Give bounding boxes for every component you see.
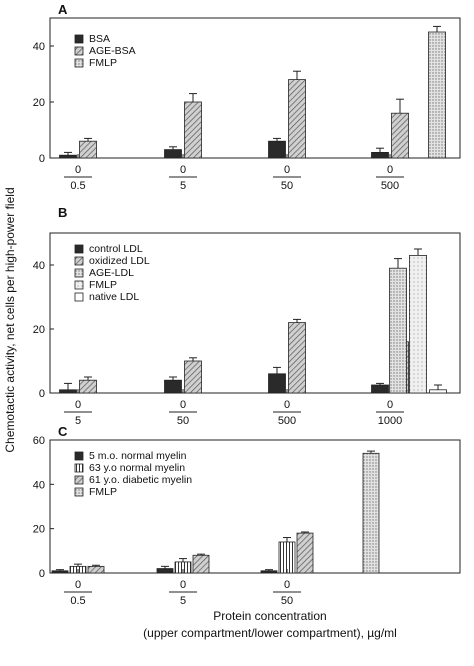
x-tick-lower: 50 <box>281 180 293 192</box>
x-tick-lower: 500 <box>278 415 296 427</box>
bar <box>429 389 447 394</box>
legend-label: BSA <box>89 33 110 45</box>
plot-frame <box>49 439 461 574</box>
x-tick-upper: 0 <box>284 399 290 411</box>
bar <box>164 379 182 394</box>
legend-label: 61 y.o. diabetic myelin <box>89 474 192 486</box>
bar <box>87 565 105 574</box>
legend-swatch <box>74 475 84 485</box>
y-tick-label: 20 <box>33 97 45 109</box>
bar <box>260 570 278 574</box>
bar <box>79 379 97 394</box>
x-tick-lower: 5 <box>75 415 81 427</box>
bar <box>389 267 407 394</box>
bar <box>184 360 202 394</box>
legend-label: control LDL <box>89 243 143 255</box>
bar <box>164 149 182 159</box>
x-tick-upper: 0 <box>180 579 186 591</box>
legend-label: 63 y.o normal myelin <box>89 462 185 474</box>
y-axis-label: Chemotactic activity, net cells per high… <box>3 187 17 452</box>
bar <box>79 140 97 159</box>
panel-letter: B <box>58 205 67 220</box>
x-axis-label-units: (upper compartment/lower compartment), µ… <box>143 626 397 640</box>
bar <box>296 532 314 574</box>
x-tick-upper: 0 <box>387 164 393 176</box>
x-tick-lower: 500 <box>381 180 399 192</box>
x-tick-lower: 0.5 <box>70 180 85 192</box>
x-tick-lower: 5 <box>180 180 186 192</box>
bar <box>278 541 296 574</box>
legend-label: AGE-LDL <box>89 267 134 279</box>
legend-label: native LDL <box>89 291 139 303</box>
bar <box>51 570 69 574</box>
legend-swatch <box>74 487 84 497</box>
x-tick-lower: 50 <box>177 415 189 427</box>
x-tick-upper: 0 <box>75 579 81 591</box>
x-tick-lower: 0.5 <box>70 595 85 607</box>
y-tick-label: 0 <box>39 568 45 580</box>
x-tick-upper: 0 <box>75 399 81 411</box>
legend-label: AGE-BSA <box>89 45 136 57</box>
bar <box>59 154 77 159</box>
x-tick-lower: 5 <box>180 595 186 607</box>
bar <box>184 101 202 159</box>
legend-label: FMLP <box>89 57 117 69</box>
bar <box>371 384 389 394</box>
y-tick-label: 0 <box>39 153 45 165</box>
y-tick-label: 20 <box>33 324 45 336</box>
x-tick-upper: 0 <box>284 579 290 591</box>
legend-swatch <box>74 256 84 266</box>
legend-swatch <box>74 58 84 68</box>
plot-frame <box>49 232 461 394</box>
bar <box>391 112 409 159</box>
legend-swatch <box>74 34 84 44</box>
panel-letter: A <box>58 2 68 17</box>
y-tick-label: 40 <box>33 41 45 53</box>
legend-swatch <box>74 451 84 461</box>
bar <box>268 373 286 394</box>
y-tick-label: 20 <box>33 524 45 536</box>
x-tick-upper: 0 <box>387 399 393 411</box>
legend-label: 5 m.o. normal myelin <box>89 450 187 462</box>
x-tick-lower: 50 <box>281 595 293 607</box>
y-tick-label: 60 <box>33 435 45 447</box>
legend-label: FMLP <box>89 486 117 498</box>
bar <box>192 554 210 574</box>
legend-swatch <box>74 280 84 290</box>
y-tick-label: 0 <box>39 388 45 400</box>
bar <box>59 389 77 394</box>
bar <box>156 568 174 574</box>
legend-swatch <box>74 46 84 56</box>
legend-swatch <box>74 463 84 473</box>
y-tick-label: 40 <box>33 260 45 272</box>
legend-swatch <box>74 292 84 302</box>
plot-frame <box>49 17 461 159</box>
bar <box>268 140 286 159</box>
legend-swatch <box>74 244 84 254</box>
x-tick-upper: 0 <box>75 164 81 176</box>
x-axis-label: Protein concentration <box>213 609 326 623</box>
bar <box>362 452 380 574</box>
legend-label: FMLP <box>89 279 117 291</box>
legend-swatch <box>74 268 84 278</box>
x-tick-upper: 0 <box>180 164 186 176</box>
bar <box>371 151 389 159</box>
legend-label: oxidized LDL <box>89 255 150 267</box>
bar <box>288 322 306 394</box>
x-tick-lower: 1000 <box>378 415 402 427</box>
bar <box>288 79 306 159</box>
panel-letter: C <box>58 424 68 439</box>
bar <box>428 31 446 159</box>
x-tick-upper: 0 <box>284 164 290 176</box>
bar <box>409 254 427 394</box>
x-tick-upper: 0 <box>180 399 186 411</box>
y-tick-label: 40 <box>33 479 45 491</box>
